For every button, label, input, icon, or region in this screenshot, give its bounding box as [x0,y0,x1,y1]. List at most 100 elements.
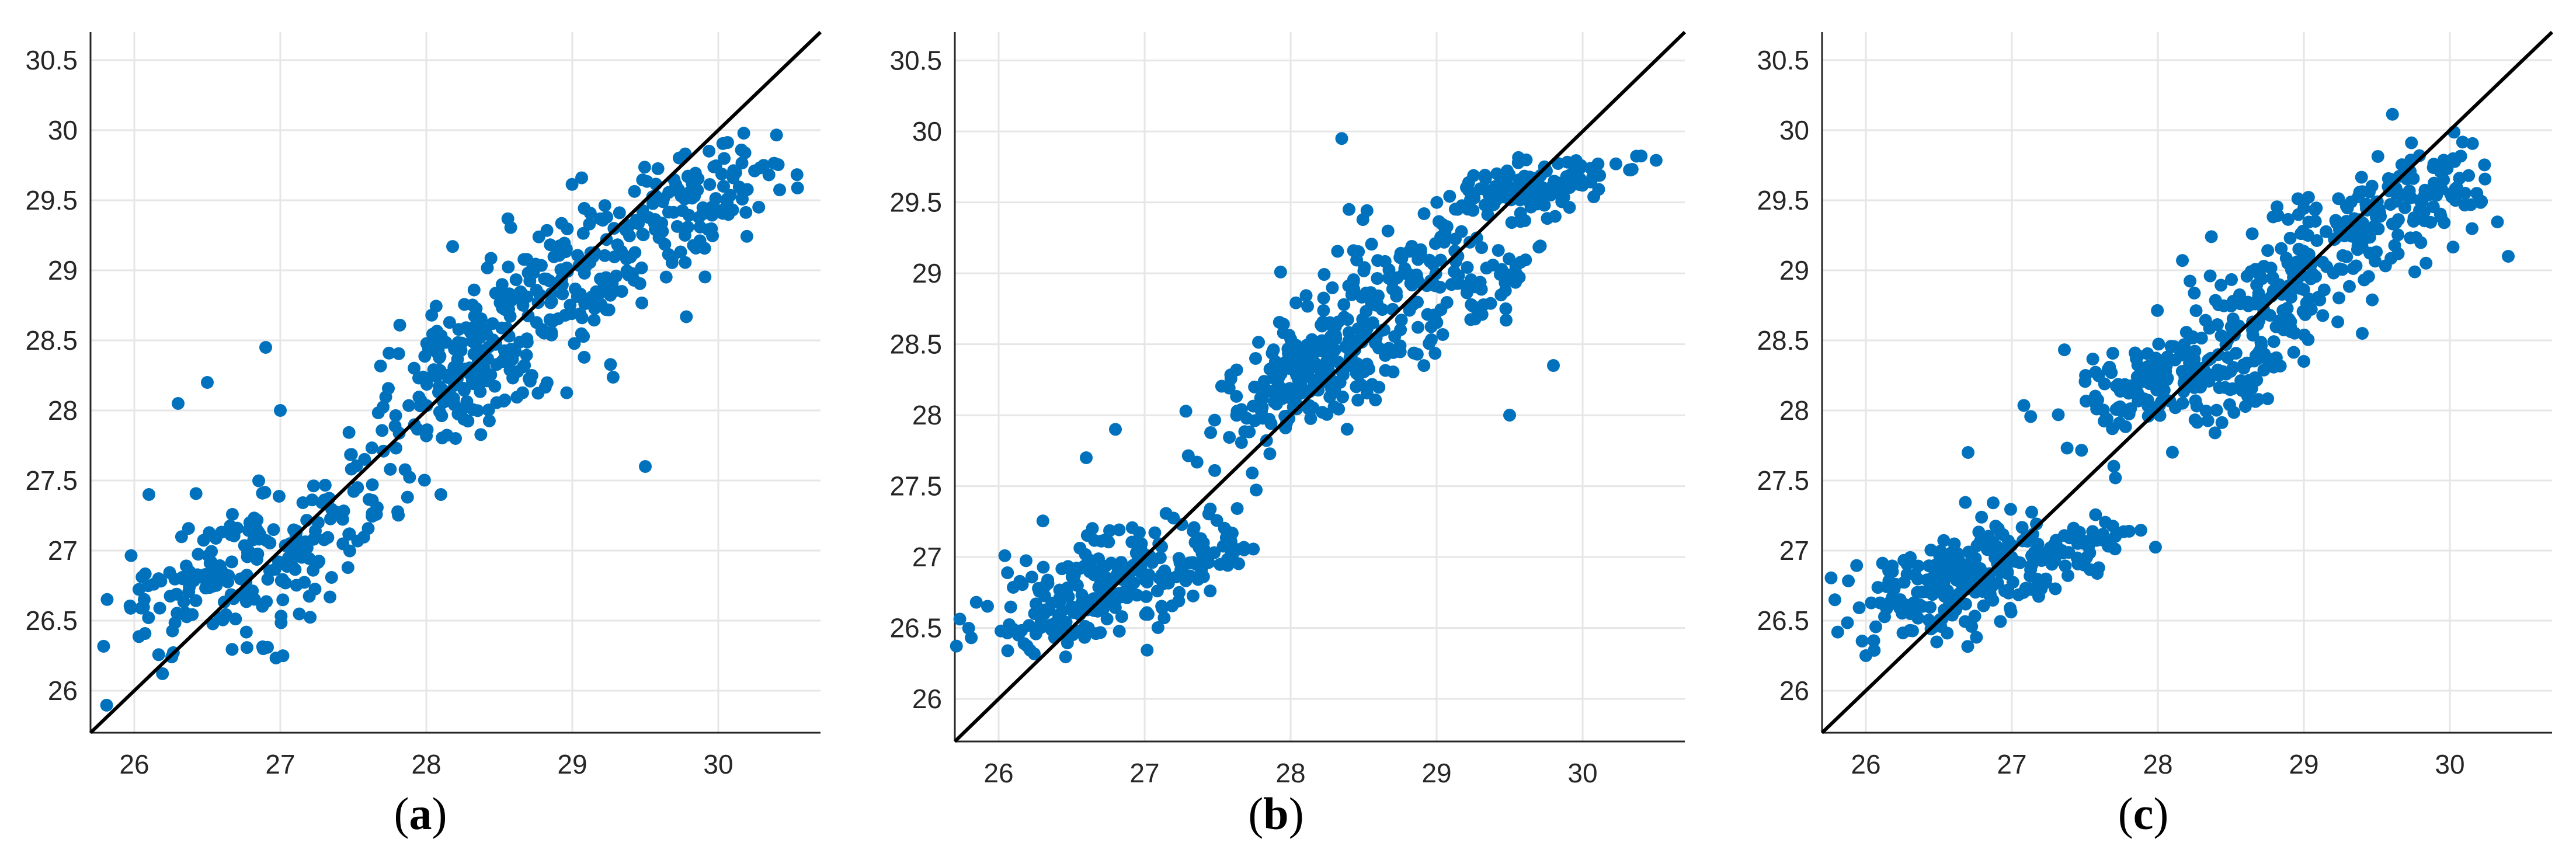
data-point [540,224,554,237]
data-point [379,390,392,403]
data-point [2349,259,2363,273]
data-point [1885,582,1899,595]
data-point [1124,579,1138,592]
data-point [1965,619,1979,633]
data-point [1492,243,1505,257]
data-point [1204,584,1217,598]
y-tick-label: 26 [48,676,78,706]
data-point [2462,169,2476,182]
data-point [502,302,516,316]
data-point [656,195,670,208]
y-tick-label: 28 [912,400,942,430]
x-tick-label: 27 [1129,758,1159,788]
data-point [1279,356,1292,369]
x-tick-label: 29 [1421,758,1451,788]
data-point [142,611,155,625]
data-point [2267,335,2280,349]
data-point [2368,221,2381,235]
data-point [402,399,416,412]
data-point [1019,554,1033,567]
data-point [1113,587,1126,600]
data-point [652,231,666,245]
data-point [611,238,624,252]
data-point [2099,516,2112,529]
data-point [620,252,633,266]
data-point [1411,295,1424,309]
data-point [451,407,465,420]
data-point [1372,381,1386,394]
data-point [583,207,597,220]
data-point [623,229,636,243]
data-point [1907,607,1921,620]
data-point [1407,346,1420,360]
data-point [276,573,289,586]
data-point [1350,380,1363,394]
data-point [721,136,734,149]
data-point [488,379,502,393]
data-point [2424,215,2438,229]
data-point [1467,169,1480,182]
data-point [252,474,266,488]
data-point [597,276,611,290]
data-point [693,234,707,248]
data-point [1440,295,1454,309]
data-point [189,487,203,500]
x-tick-label: 30 [2435,749,2464,779]
data-point [1079,619,1092,633]
data-point [2098,377,2111,391]
data-point [2391,228,2405,242]
data-point [2208,426,2222,440]
y-tick-label: 30.5 [889,46,942,76]
data-point [1878,610,1891,624]
data-point [259,341,272,354]
data-point [2071,537,2084,550]
data-point [307,563,320,577]
data-point [2290,255,2304,269]
data-point [1961,640,1974,653]
data-point [283,557,296,570]
data-point [2329,214,2342,227]
data-point [2419,256,2433,270]
data-point [482,414,496,427]
data-point [2060,441,2074,455]
data-point [1548,180,1562,193]
data-point [1503,252,1516,266]
data-point [2267,354,2280,368]
data-point [1174,563,1188,577]
data-point [628,184,641,198]
data-point [175,530,188,544]
data-point [681,221,694,234]
identity-line [1820,30,2554,734]
data-point [2210,318,2224,332]
data-point [1945,546,1958,559]
data-point [304,611,317,624]
data-point [1366,316,1379,329]
data-point [1250,483,1263,497]
y-tick-label: 30 [48,115,78,145]
data-point [576,227,590,240]
data-point [344,448,357,461]
data-point [1096,572,1109,586]
data-point [398,463,412,476]
data-point [2279,252,2293,265]
y-tick-label: 26.5 [889,613,942,643]
data-point [1194,532,1208,545]
data-point [2391,186,2405,200]
data-point [1824,571,1838,584]
data-point [1428,279,1442,293]
data-point [522,309,535,323]
data-point [1113,523,1126,537]
data-point [2434,165,2447,178]
data-point [305,493,319,507]
data-point [1962,576,1976,590]
data-point [662,206,675,219]
data-point [2024,410,2038,423]
data-point [2405,136,2418,149]
data-point [1389,285,1403,299]
data-point [2226,382,2239,395]
data-point [1141,643,1154,657]
data-point [1503,168,1516,181]
data-point [2165,445,2179,459]
data-point [1254,405,1268,419]
